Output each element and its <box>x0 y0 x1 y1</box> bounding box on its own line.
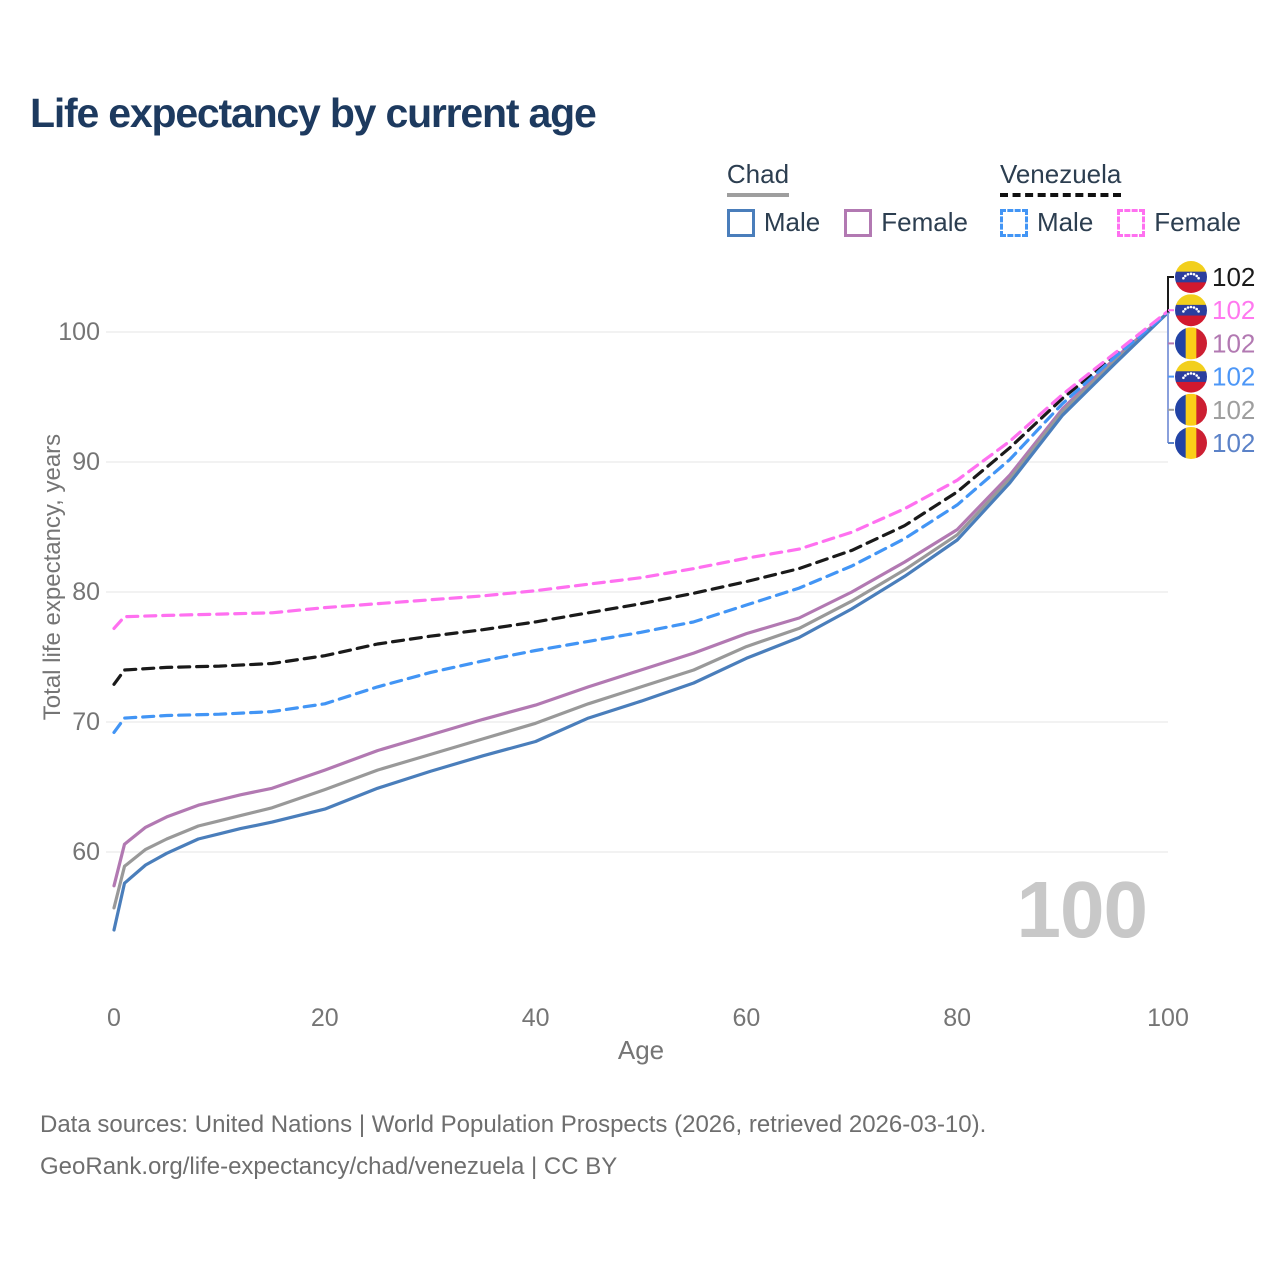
chad-flag-icon <box>1175 327 1207 360</box>
legend-group-venezuela: Venezuela Male Female <box>999 160 1241 238</box>
legend-items-chad: Male Female <box>726 207 968 238</box>
page-title: Life expectancy by current age <box>30 90 597 136</box>
y-tick-label: 80 <box>72 578 100 606</box>
end-label-value: 102 <box>1212 395 1255 425</box>
legend-items-venezuela: Male Female <box>999 207 1241 238</box>
series-line-chad-male[interactable] <box>112 310 1170 932</box>
legend-item-label: Female <box>1154 207 1241 238</box>
venezuela-flag-icon <box>1175 294 1207 327</box>
footer-sources-line: Data sources: United Nations | World Pop… <box>40 1111 987 1138</box>
x-tick-label: 40 <box>522 1004 550 1032</box>
y-axis-title: Total life expectancy, years <box>39 433 66 721</box>
series-line-chad-both[interactable] <box>112 310 1170 910</box>
legend-item-chad-male[interactable]: Male <box>726 207 821 238</box>
y-tick-label: 70 <box>72 708 100 736</box>
age-watermark: 100 <box>1016 865 1148 954</box>
legend-item-venezuela-male[interactable]: Male <box>999 207 1094 238</box>
end-label-value: 102 <box>1212 295 1255 325</box>
y-tick-label: 60 <box>72 838 100 866</box>
x-tick-label: 100 <box>1147 1004 1189 1032</box>
series-line-chad-female[interactable] <box>112 310 1170 888</box>
x-tick-label: 60 <box>732 1004 760 1032</box>
legend-item-label: Female <box>881 207 968 238</box>
footer-url-line: GeoRank.org/life-expectancy/chad/venezue… <box>40 1153 618 1180</box>
end-label-value: 102 <box>1212 328 1255 358</box>
x-tick-label: 20 <box>311 1004 339 1032</box>
legend-item-venezuela-female[interactable]: Female <box>1117 207 1241 238</box>
legend: Chad Male Female Venezuela Male <box>726 160 1241 238</box>
series-line-venezuela-male[interactable] <box>112 310 1170 735</box>
venezuela-female-swatch-icon <box>1117 208 1146 237</box>
y-tick-label: 90 <box>72 448 100 476</box>
venezuela-male-swatch-icon <box>999 208 1028 237</box>
legend-heading-venezuela[interactable]: Venezuela <box>999 160 1122 198</box>
x-tick-label: 80 <box>943 1004 971 1032</box>
series-line-venezuela-female[interactable] <box>112 309 1170 631</box>
legend-item-label: Male <box>1036 207 1094 238</box>
chad-male-swatch-icon <box>726 208 755 237</box>
end-label-value: 102 <box>1212 262 1255 292</box>
legend-heading-chad[interactable]: Chad <box>726 160 790 198</box>
series-line-venezuela-both[interactable] <box>112 310 1170 686</box>
legend-item-label: Male <box>763 207 821 238</box>
x-axis-title: Age <box>617 1035 665 1065</box>
end-label-value: 102 <box>1212 428 1255 458</box>
venezuela-flag-icon <box>1175 360 1207 393</box>
label-connector-up <box>1167 276 1174 313</box>
legend-item-chad-female[interactable]: Female <box>844 207 968 238</box>
x-tick-label: 0 <box>107 1004 121 1032</box>
venezuela-flag-icon <box>1175 261 1207 293</box>
chad-flag-icon <box>1175 427 1207 459</box>
chad-female-swatch-icon <box>844 208 873 237</box>
y-tick-label: 100 <box>58 318 100 346</box>
legend-group-chad: Chad Male Female <box>726 160 968 238</box>
footer: Data sources: United Nations | World Pop… <box>40 1104 986 1188</box>
chad-flag-icon <box>1175 393 1207 426</box>
end-label-value: 102 <box>1212 362 1255 392</box>
